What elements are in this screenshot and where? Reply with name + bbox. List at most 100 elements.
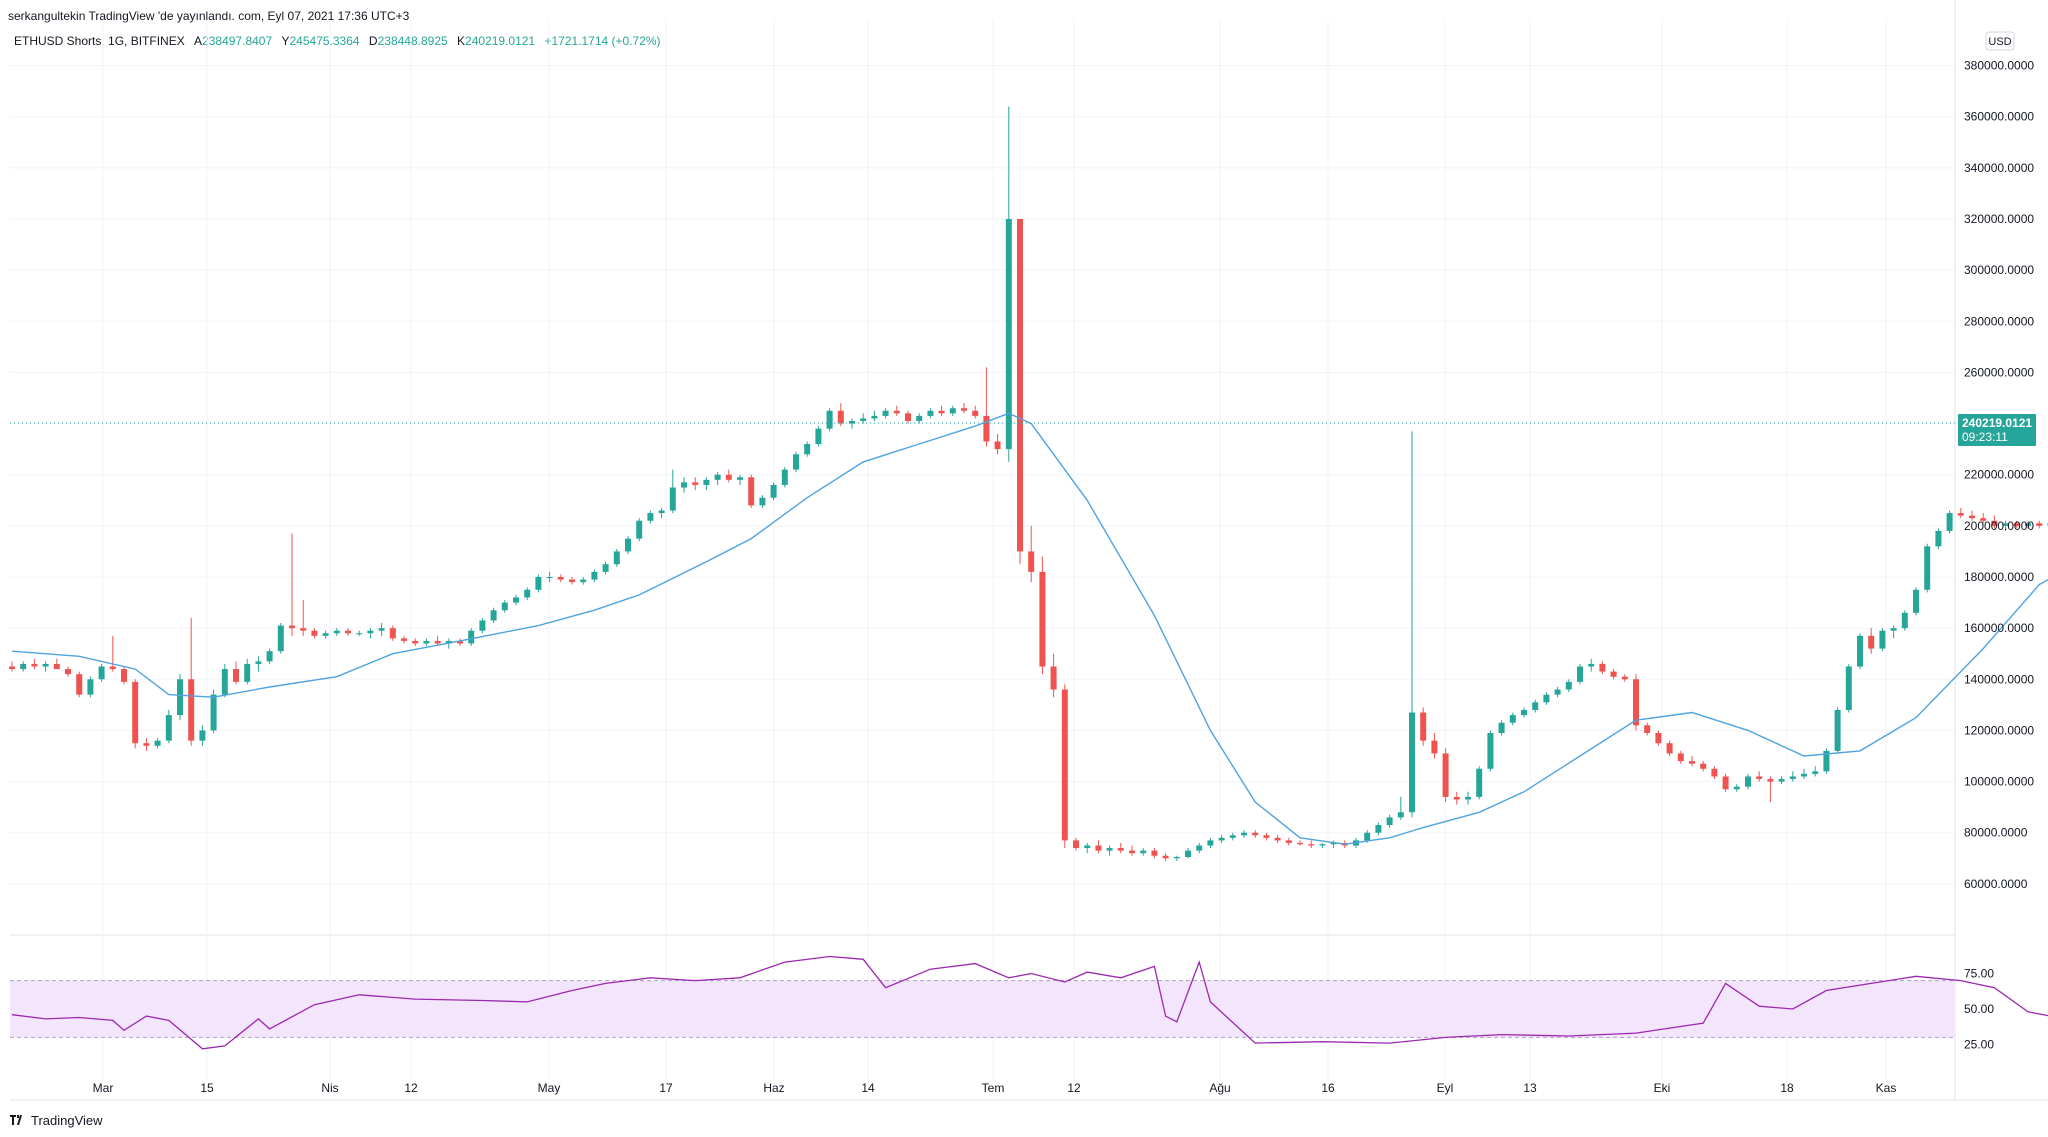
candle-body [1789,776,1796,780]
grid-lines [10,0,2048,1101]
candle-body [389,628,396,639]
candle-body [1722,776,1729,790]
symbol-name: ETHUSD Shorts, 1G, BITFINEX [14,34,185,48]
candle-body [613,551,620,565]
price-tick-label: 260000.0000 [1964,365,2034,379]
candle-body [860,418,867,422]
time-tick-label: Nis [321,1081,338,1095]
candle-body [1364,832,1371,841]
candle-body [804,444,811,455]
candle-body [1521,709,1527,716]
candle-body [737,477,743,480]
candle-body [1453,796,1460,800]
candle-body [1879,630,1886,649]
candle-body [401,638,407,641]
candle-body [972,410,979,416]
candle-body [98,666,105,680]
close-label: K [457,34,466,48]
candle-body [1431,740,1438,754]
price-axis[interactable]: 60000.0000 80000.0000 100000.0000 120000.00… [1958,31,2036,1052]
candle-body [1420,712,1427,741]
candle-body [1061,689,1068,841]
currency-badge [1985,31,2015,51]
time-tick-label: 15 [200,1081,214,1095]
price-tick-label: 60000.0000 [1964,877,2028,891]
candle-body [2002,523,2009,526]
candle-body [1263,835,1270,838]
candle-body [1005,219,1012,450]
candle-body [1274,837,1281,841]
candle-body [591,571,598,580]
candle-body [1901,612,1908,629]
candle-body [882,410,889,416]
candle-body [1756,776,1763,780]
rsi-pane [10,955,2048,1050]
price-tick-label: 360000.0000 [1964,110,2034,124]
candle-body [1386,817,1393,826]
price-tick-label: 120000.0000 [1964,723,2034,737]
candle-body [412,640,419,644]
moving-average-series [11,412,2048,845]
change-value: +1721.1714 (+0.72%) [544,34,661,48]
price-tick-label: 220000.0000 [1964,468,2034,482]
candle-body [1801,773,1807,777]
candle-body [1465,796,1471,800]
candle-body [748,477,755,506]
candle-body [423,640,430,644]
time-axis[interactable]: Mar 15 Nis 12 May 17 Haz 14 Tem 12 Ağu 16 Eyl 13 Eki 18… [93,1081,1897,1095]
time-tick-label: 16 [1321,1081,1335,1095]
candle-body [53,663,60,670]
candle-body [1375,825,1382,833]
candle-body [1543,694,1550,703]
candle-body [31,663,38,667]
candle-body [132,681,139,744]
candle-body [289,625,295,629]
candle-body [143,743,150,746]
candle-body [961,408,967,411]
candle-body [849,421,855,424]
candle-body [490,610,497,621]
close-value: 240219.0121 [465,34,536,48]
candle-body [535,577,542,590]
low-value: 238448.8925 [377,34,448,48]
candle-body [1297,842,1303,845]
candle-body [1588,663,1595,667]
price-tick-label: 380000.0000 [1964,59,2034,73]
candle-body [557,577,564,580]
candle-body [1095,845,1102,851]
currency-label: USD [1988,36,2011,48]
candle-body [1621,676,1628,680]
symbol-legend: ETHUSD Shorts, 1G, BITFINEX A238497.8407… [14,34,661,48]
candle-body [1845,666,1852,710]
candle-body [1610,671,1617,677]
candle-body [1565,681,1572,690]
rsi-line [11,955,2048,1050]
candle-body [121,669,127,682]
candle-body [154,740,161,746]
candle-body [87,679,94,695]
candle-body [1442,753,1449,797]
candle-body [1162,855,1169,859]
candle-body [501,602,508,611]
time-tick-label: Tem [982,1081,1005,1095]
high-label: Y [281,34,290,48]
candle-body [356,633,363,635]
candle-body [9,666,15,670]
candle-body [199,730,206,741]
rsi-tick-label: 75.00 [1964,967,1994,981]
candle-body [1711,768,1718,777]
candle-body [1487,732,1494,769]
candle-body [1700,763,1707,769]
candle-body [1969,515,1975,519]
candle-body [1073,840,1079,849]
candle-body [647,513,654,521]
candle-body [1039,571,1046,667]
candle-body [1767,779,1774,782]
candle-body [1823,750,1830,772]
low-label: D [368,34,378,48]
candle-body [826,410,833,429]
candle-body [1655,732,1662,744]
candle-body [1185,850,1191,858]
time-tick-label: Mar [93,1081,114,1095]
